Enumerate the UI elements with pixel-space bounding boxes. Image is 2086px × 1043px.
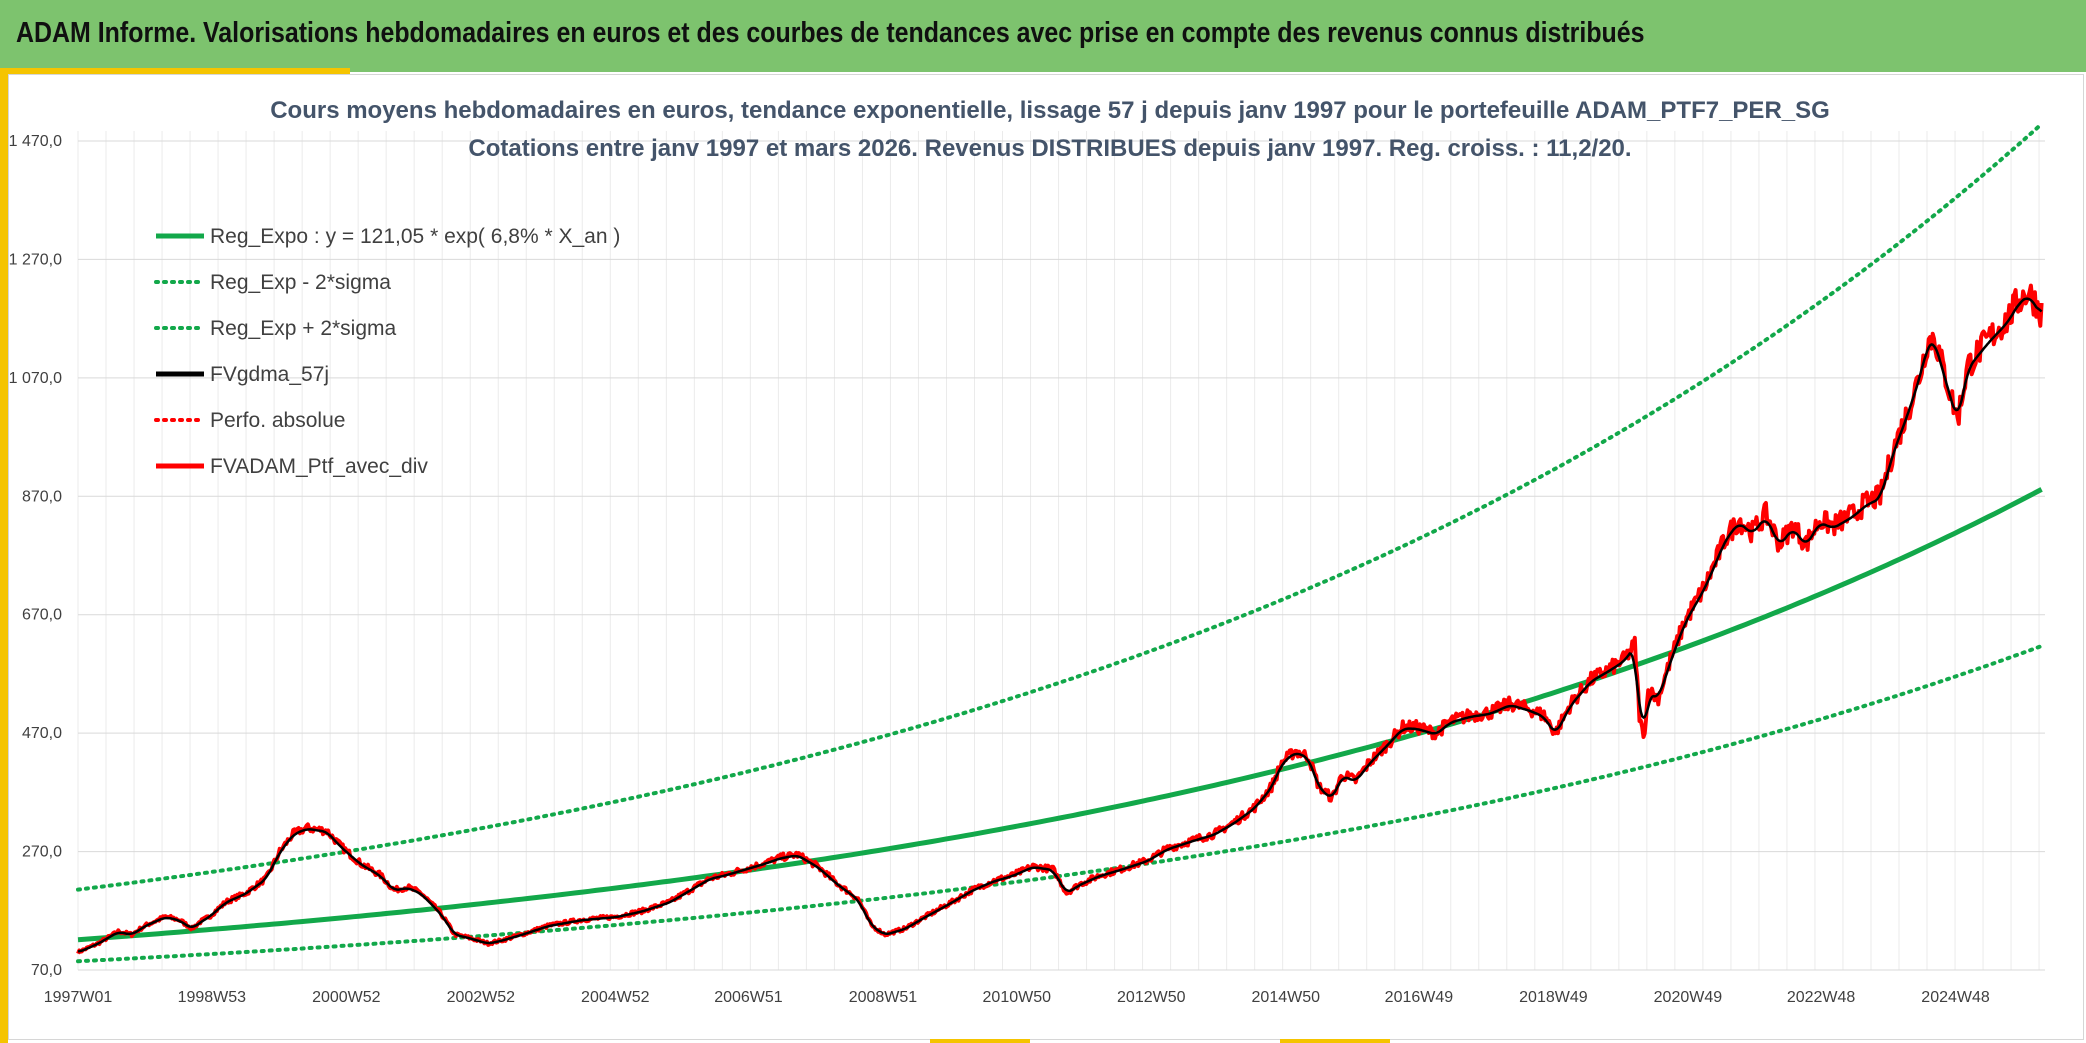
y-tick-label: 470,0 (22, 725, 62, 742)
x-tick-label: 2000W52 (312, 989, 381, 1006)
legend-label: Reg_Exp - 2*sigma (210, 271, 391, 294)
y-tick-label: 1 070,0 (9, 370, 62, 387)
x-tick-label: 2018W49 (1519, 989, 1588, 1006)
legend-label: Perfo. absolue (210, 409, 345, 432)
x-tick-label: 2004W52 (581, 989, 650, 1006)
x-tick-label: 2024W48 (1921, 989, 1990, 1006)
x-tick-label: 2012W50 (1117, 989, 1186, 1006)
x-tick-label: 2016W49 (1385, 989, 1454, 1006)
x-tick-label: 2008W51 (849, 989, 918, 1006)
fvgdma-57j-line (77, 297, 2043, 953)
chart-series (76, 121, 2044, 964)
x-tick-label: 2022W48 (1787, 989, 1856, 1006)
y-tick-label: 670,0 (22, 607, 62, 624)
chart-title-line-1: Cours moyens hebdomadaires en euros, ten… (270, 97, 1830, 124)
legend-label: FVADAM_Ptf_avec_div (210, 455, 428, 478)
x-tick-label: 2020W49 (1654, 989, 1723, 1006)
x-tick-label: 2014W50 (1252, 989, 1321, 1006)
x-tick-label: 1997W01 (44, 989, 113, 1006)
x-tick-label: 1998W53 (178, 989, 247, 1006)
chart-grid (77, 131, 2045, 971)
accent-bar-top (0, 68, 350, 74)
x-tick-label: 2010W50 (983, 989, 1052, 1006)
y-tick-label: 1 470,0 (9, 133, 62, 150)
chart-title-line-2: Cotations entre janv 1997 et mars 2026. … (468, 135, 1631, 162)
y-tick-label: 70,0 (31, 962, 62, 979)
y-tick-label: 270,0 (22, 844, 62, 861)
chart-legend: Reg_Expo : y = 121,05 * exp( 6,8% * X_an… (154, 225, 620, 478)
accent-bar-left (0, 68, 8, 1043)
legend-label: FVgdma_57j (210, 363, 329, 386)
portfolio-with-dividends-line (76, 283, 2044, 955)
legend-label: Reg_Expo : y = 121,05 * exp( 6,8% * X_an… (210, 225, 620, 248)
x-axis-labels: 1997W01 1998W53 2000W52 2002W52 2004W52 2006W… (44, 989, 1990, 1006)
y-axis-labels: 70,0 270,0 470,0 670,0 870,0 1 070,0 1 270,0 1 … (9, 133, 62, 979)
accent-bar-bottom (1280, 1039, 1390, 1043)
x-tick-label: 2006W51 (714, 989, 783, 1006)
reg-expo-line (77, 487, 2043, 943)
x-tick-label: 2002W52 (447, 989, 516, 1006)
legend-label: Reg_Exp + 2*sigma (210, 317, 397, 340)
y-tick-label: 870,0 (22, 488, 62, 505)
accent-bar-bottom (930, 1039, 1030, 1043)
y-tick-label: 1 270,0 (9, 251, 62, 268)
header-banner: ADAM Informe. Valorisations hebdomadaire… (0, 0, 2086, 72)
page-title: ADAM Informe. Valorisations hebdomadaire… (16, 17, 1645, 49)
chart-frame (8, 74, 2084, 1040)
reg-expo-upper-line (76, 121, 2044, 892)
reg-expo-lower-line (76, 644, 2044, 964)
